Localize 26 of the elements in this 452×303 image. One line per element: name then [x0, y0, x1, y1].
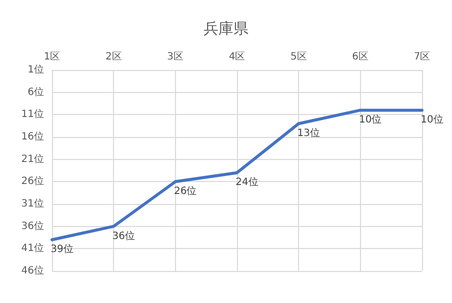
y-tick-label: 36位	[21, 220, 44, 232]
x-tick-label: 6区	[352, 52, 369, 62]
y-tick-label: 26位	[21, 175, 44, 188]
y-tick-label: 11位	[21, 108, 44, 120]
y-tick-label: 16位	[21, 130, 44, 142]
x-tick-label: 1区	[44, 52, 60, 62]
data-label: 24位	[236, 176, 258, 188]
data-label: 10位	[358, 114, 382, 126]
y-tick-label: 21位	[21, 152, 44, 165]
x-tick-label: 5区	[290, 52, 307, 62]
x-tick-label: 7区	[414, 52, 430, 62]
y-tick-label: 31位	[21, 198, 44, 210]
chart-title: 兵庫県	[204, 20, 248, 38]
x-tick-label: 4区	[228, 52, 246, 62]
data-label: 26位	[174, 185, 197, 198]
y-tick-label: 46位	[21, 264, 44, 276]
data-label: 39位	[50, 243, 74, 256]
y-tick-label: 1位	[28, 64, 44, 76]
x-tick-label: 2区	[105, 52, 122, 62]
data-label: 10位	[420, 114, 444, 126]
data-label: 36位	[112, 230, 136, 242]
data-label: 13位	[297, 127, 320, 140]
y-tick-label: 6位	[28, 86, 44, 98]
y-tick-label: 41位	[21, 242, 44, 254]
x-tick-label: 3区	[167, 52, 184, 62]
line-series	[50, 108, 424, 242]
